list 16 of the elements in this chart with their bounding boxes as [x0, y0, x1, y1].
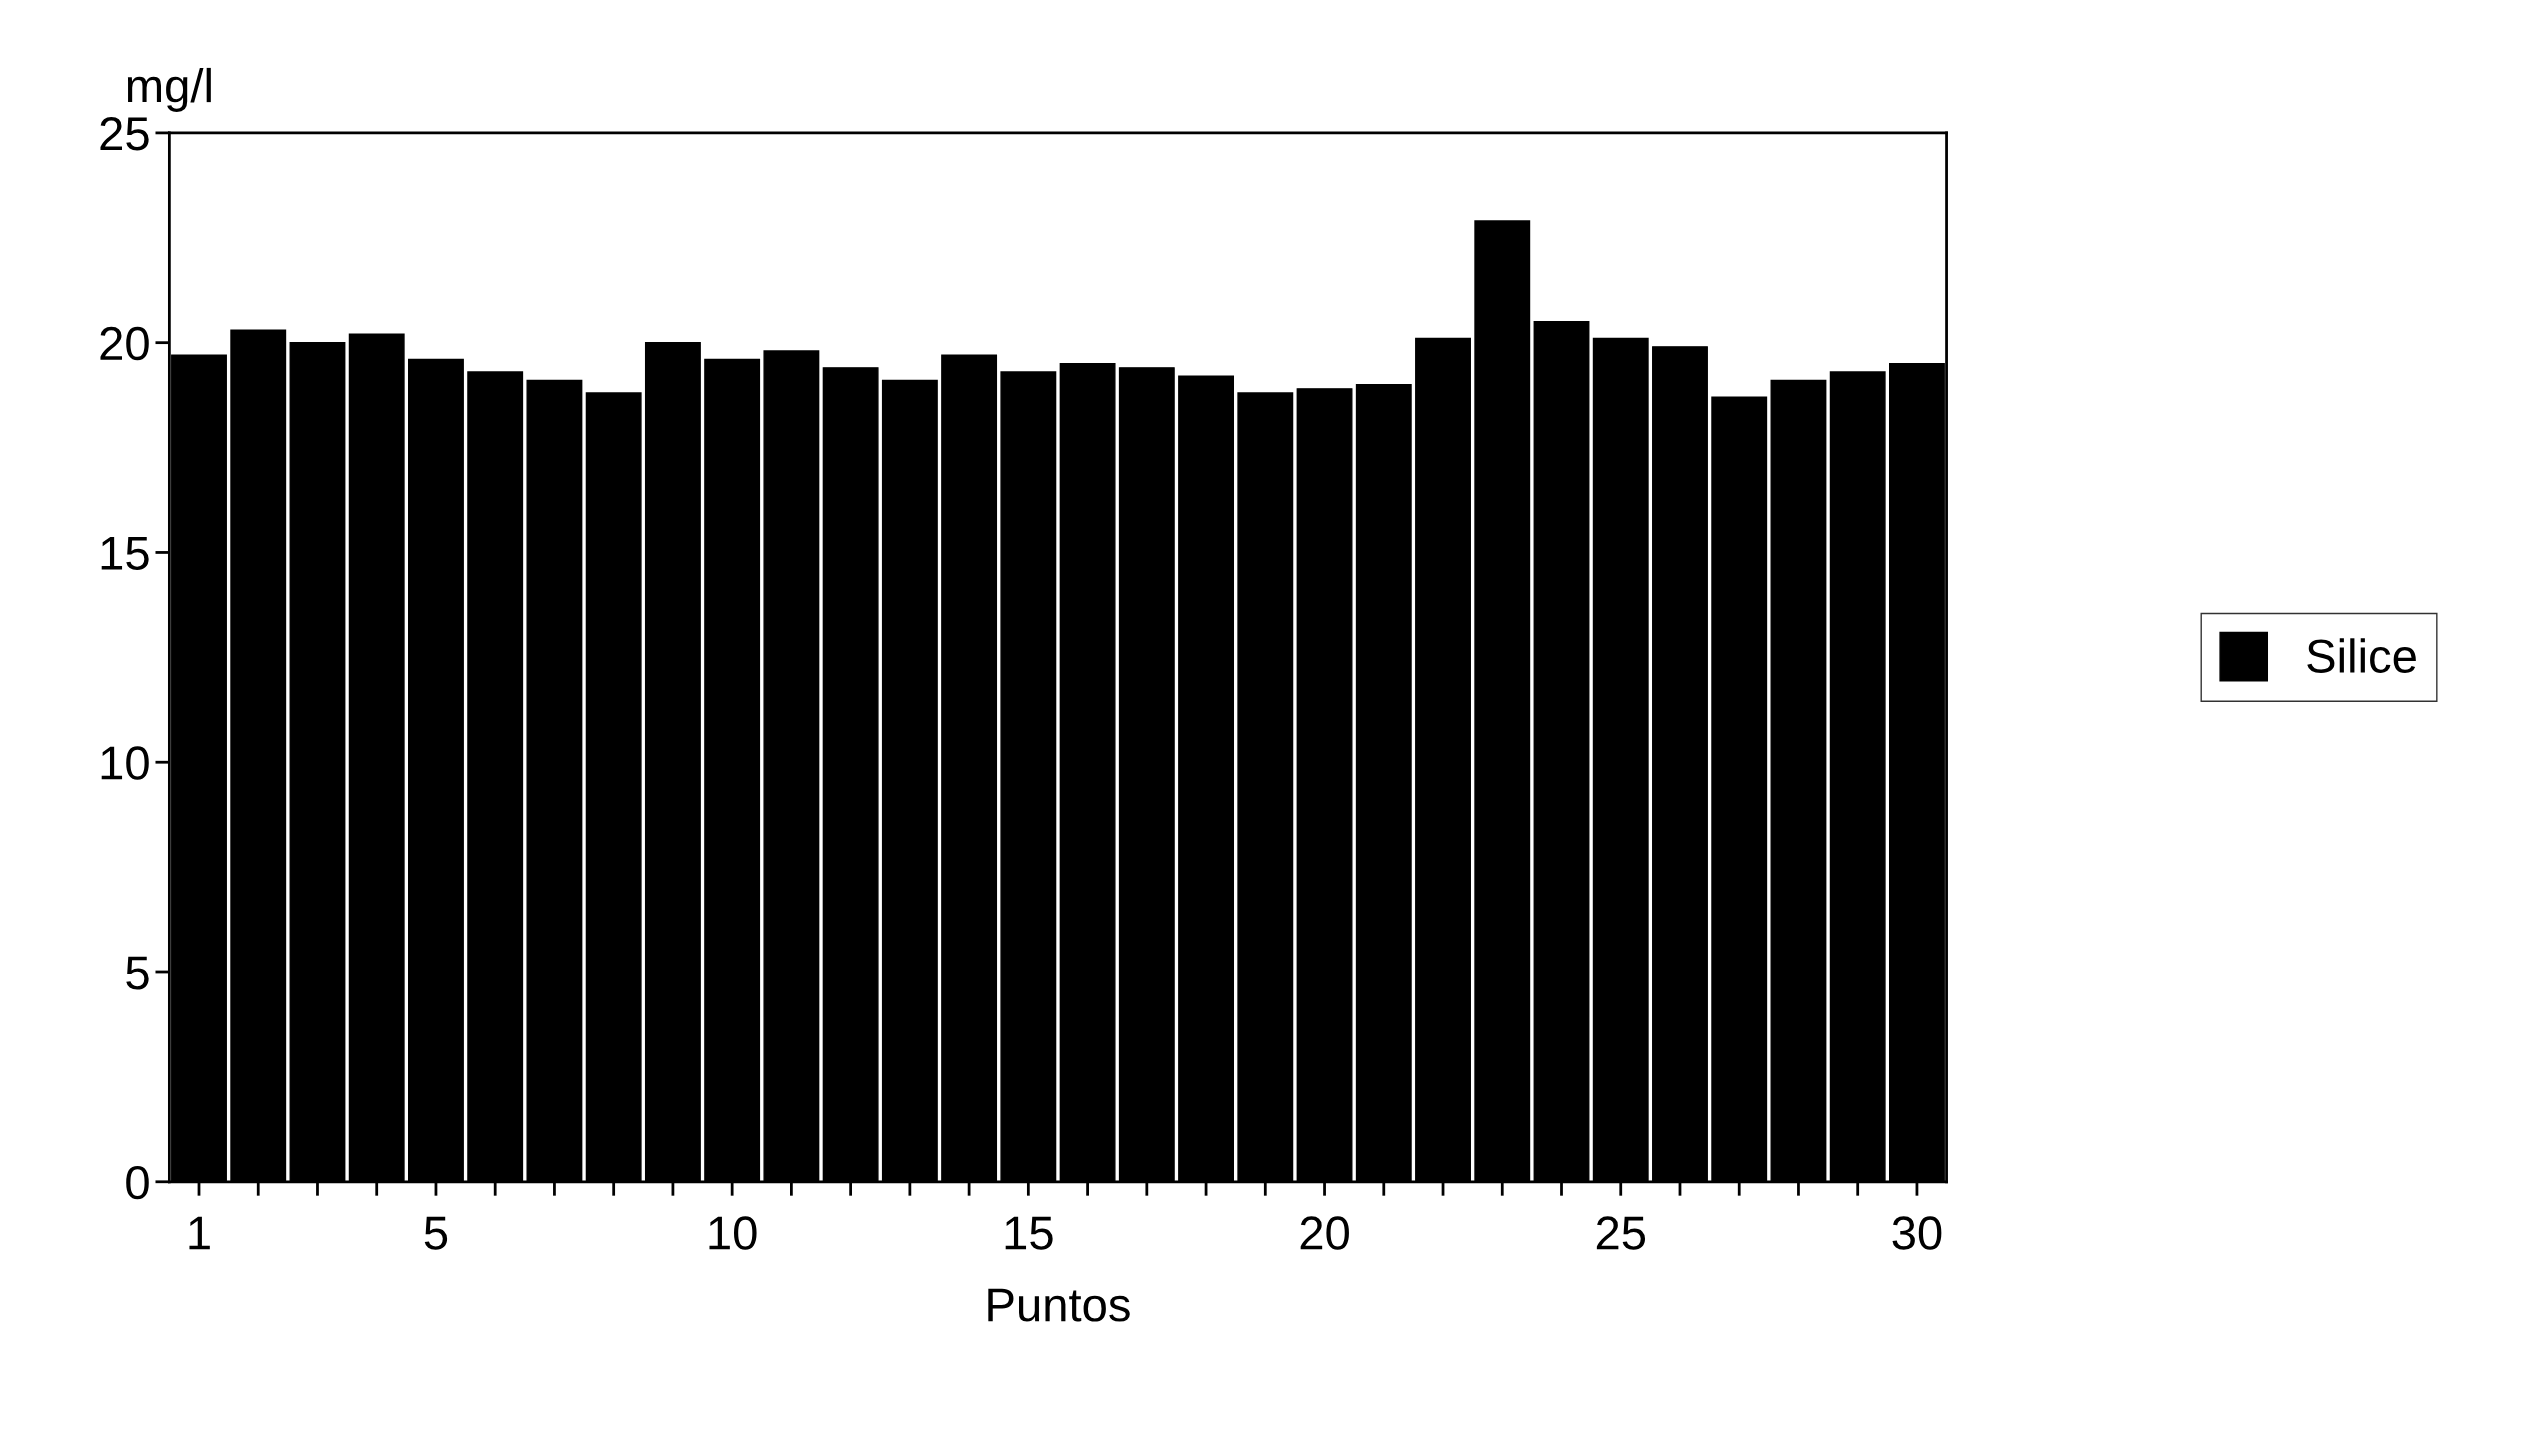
x-tick-label: 10 [709, 1216, 757, 1250]
x-tick-label: 30 [1892, 1216, 1942, 1250]
y-tick-label: 20 [100, 326, 149, 361]
y-tick-label: 10 [101, 746, 149, 780]
x-tick-label: 25 [1596, 1216, 1646, 1250]
x-tick-label: 20 [1300, 1216, 1349, 1250]
legend-label: Silice [2307, 638, 2416, 673]
y-tick-label: 25 [100, 117, 149, 151]
x-axis-title: Puntos [988, 1288, 1130, 1322]
x-tick-label: 1 [189, 1216, 210, 1250]
y-tick-label: 5 [126, 956, 149, 990]
x-tick-label: 5 [424, 1216, 448, 1250]
y-axis-title: mg/l [127, 67, 211, 112]
x-tick-label: 15 [1005, 1216, 1053, 1250]
y-tick-label: 15 [101, 537, 149, 571]
y-tick-label: 0 [126, 1165, 149, 1200]
